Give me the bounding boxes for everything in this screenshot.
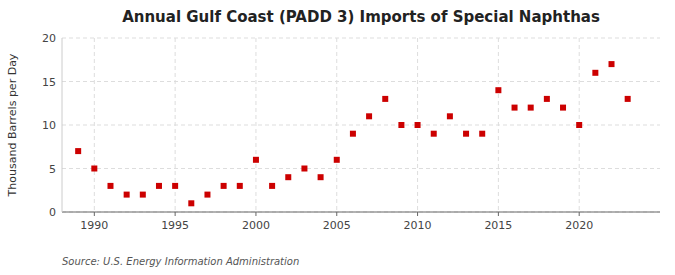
y-grid-line: [62, 81, 660, 82]
point: [91, 166, 97, 172]
point: [592, 70, 598, 76]
x-tick-mark: [498, 212, 499, 216]
chart-svg: 0 5 10 15 20 1990 1995 2000 2005 2010 2015 2020 Annu…: [0, 0, 675, 275]
x-tick-mark: [255, 212, 256, 216]
axes: 0 5 10 15 20 1990 1995 2000 2005 2010 2015 2020: [42, 32, 660, 232]
point: [512, 105, 518, 111]
point: [382, 96, 388, 102]
point: [221, 183, 227, 189]
point: [463, 131, 469, 137]
x-tick-mark: [336, 212, 337, 216]
point: [334, 157, 340, 163]
x-grid-line: [94, 38, 95, 212]
point: [237, 183, 243, 189]
y-tick-label: 15: [42, 76, 56, 89]
point: [285, 174, 291, 180]
point: [124, 192, 130, 198]
point: [156, 183, 162, 189]
point: [269, 183, 275, 189]
point: [188, 200, 194, 206]
point: [544, 96, 550, 102]
point: [204, 192, 210, 198]
x-tick-mark: [579, 212, 580, 216]
x-tick-label: 2020: [565, 219, 593, 232]
y-tick-label: 5: [49, 163, 56, 176]
y-tick-label: 20: [42, 32, 56, 45]
point: [447, 113, 453, 119]
point: [528, 105, 534, 111]
point: [366, 113, 372, 119]
y-tick-label: 10: [42, 119, 56, 132]
point: [625, 96, 631, 102]
point: [350, 131, 356, 137]
x-tick-label: 2005: [323, 219, 351, 232]
point: [495, 87, 501, 93]
title: Annual Gulf Coast (PADD 3) Imports of Sp…: [122, 8, 600, 26]
point: [253, 157, 259, 163]
point: [75, 148, 81, 154]
y-grid-line: [62, 168, 660, 169]
point: [140, 192, 146, 198]
x-tick-mark: [175, 212, 176, 216]
x-tick-label: 1995: [161, 219, 189, 232]
point: [301, 166, 307, 172]
x-grid-line: [255, 38, 256, 212]
point: [107, 183, 113, 189]
source-note: Source: U.S. Energy Information Administ…: [62, 256, 299, 267]
x-grid-line: [498, 38, 499, 212]
point: [431, 131, 437, 137]
chart-container: 0 5 10 15 20 1990 1995 2000 2005 2010 2015 2020 Annu…: [0, 0, 675, 275]
x-tick-mark: [94, 212, 95, 216]
grid: [62, 38, 660, 212]
x-axis-line: [62, 212, 660, 213]
point: [560, 105, 566, 111]
x-tick-label: 1990: [80, 219, 108, 232]
y-grid-line: [62, 212, 660, 213]
y-grid-line: [62, 125, 660, 126]
point: [398, 122, 404, 128]
point: [172, 183, 178, 189]
point: [576, 122, 582, 128]
point: [609, 61, 615, 67]
y-tick-label: 0: [49, 206, 56, 219]
x-grid-line: [336, 38, 337, 212]
x-tick-label: 2010: [404, 219, 432, 232]
point: [415, 122, 421, 128]
point: [479, 131, 485, 137]
y-axis-label: Thousand Barrels per Day: [6, 53, 19, 197]
x-tick-label: 2000: [242, 219, 270, 232]
x-tick-mark: [417, 212, 418, 216]
points: [75, 61, 631, 206]
y-grid-line: [62, 38, 660, 39]
x-tick-label: 2015: [484, 219, 512, 232]
y-axis-line: [62, 38, 63, 212]
point: [318, 174, 324, 180]
